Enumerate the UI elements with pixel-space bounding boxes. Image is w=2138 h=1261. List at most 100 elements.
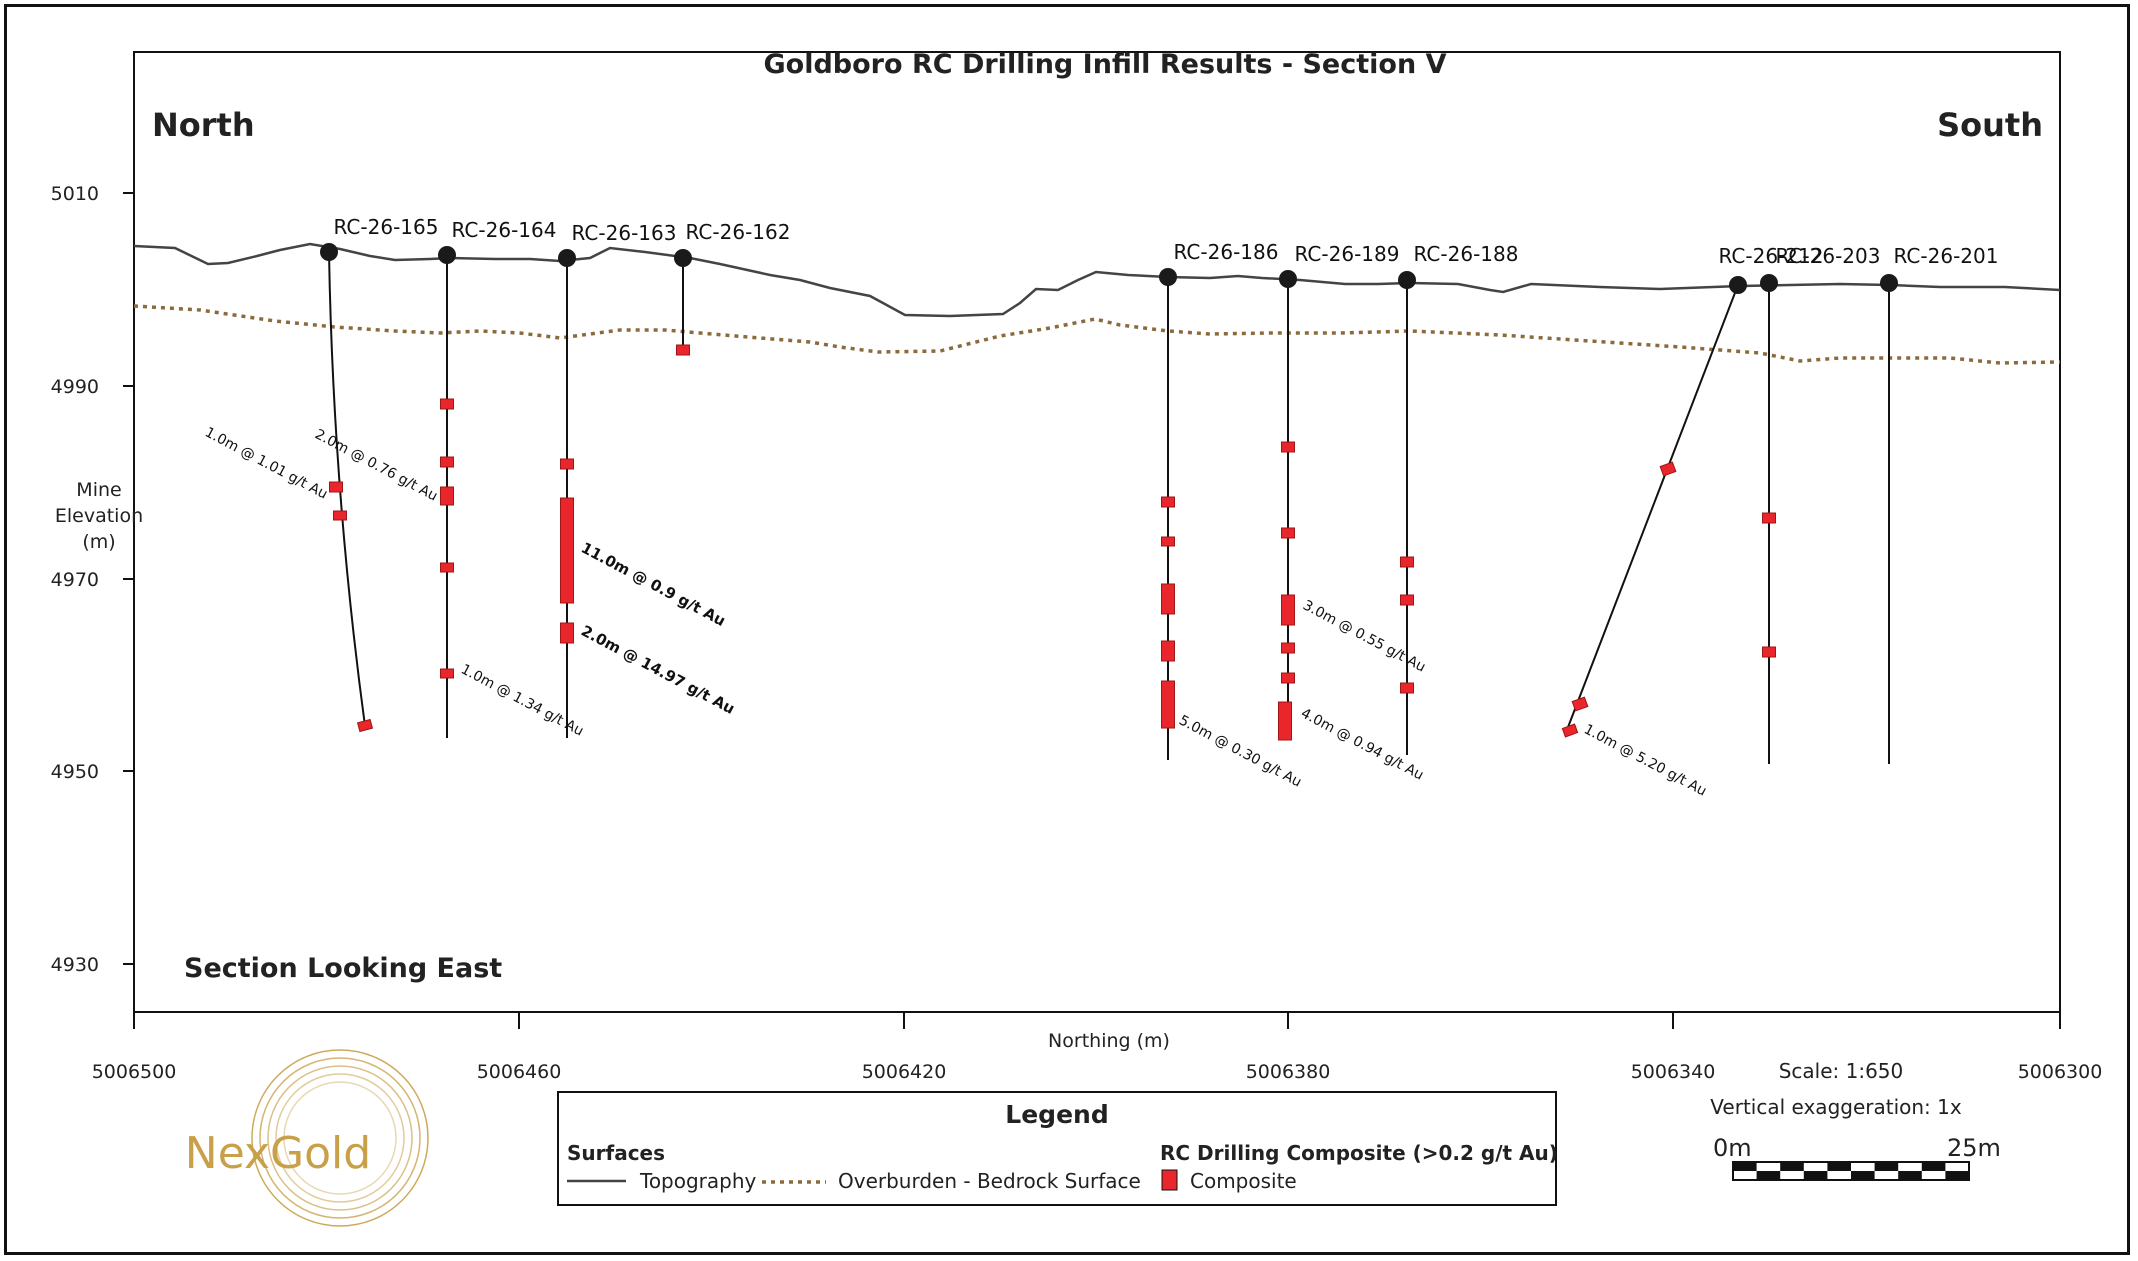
y-axis-label-line-2: Elevation <box>55 505 143 527</box>
overburden-bedrock-line <box>133 304 2061 365</box>
collar-marker <box>1729 276 1747 294</box>
scale-bar-segment <box>1898 1171 1922 1180</box>
collar-marker <box>558 249 576 267</box>
legend: Legend Surfaces Topography Overburden - … <box>557 1091 1558 1206</box>
composite-interval <box>1400 594 1414 606</box>
x-axis: 5006500 5006460 5006420 5006380 5006340 50063… <box>92 1012 2103 1083</box>
composite-interval <box>1278 701 1292 741</box>
scale-block: Scale: 1:650 Vertical exaggeration: 1x 0… <box>1710 1059 2001 1181</box>
south-label: South <box>1937 106 2043 144</box>
scale-bar-segment <box>1945 1171 1969 1180</box>
logo-ring <box>251 1049 429 1227</box>
legend-overburden-label: Overburden - Bedrock Surface <box>838 1169 1141 1193</box>
composite-interval <box>1161 496 1175 508</box>
scale-bar-segment <box>1780 1162 1804 1171</box>
y-axis-label: Mine Elevation (m) <box>55 479 143 553</box>
hole-label: RC-26-203 <box>1776 244 1881 268</box>
chart-title: Goldboro RC Drilling Infill Results - Se… <box>764 49 1447 80</box>
composite-interval <box>560 622 574 644</box>
composite-interval <box>1659 461 1677 477</box>
collar-marker <box>1760 274 1778 292</box>
logo-text: NexGold <box>185 1128 371 1179</box>
collar-marker <box>1880 274 1898 292</box>
composite-interval <box>1400 682 1414 694</box>
topography-line <box>133 242 2061 318</box>
intercept-labels: 1.0m @ 1.01 g/t Au2.0m @ 0.76 g/t Au 1.0m… <box>202 424 1709 799</box>
composite-interval <box>329 481 343 493</box>
drill-trace <box>1564 284 1739 736</box>
logo-ring <box>259 1057 421 1219</box>
composite-interval <box>560 458 574 470</box>
composite-interval <box>1762 512 1776 524</box>
collar-marker <box>1159 268 1177 286</box>
hole-label: RC-26-164 <box>452 218 557 242</box>
vertical-exaggeration-text: Vertical exaggeration: 1x <box>1710 1095 1962 1119</box>
logo-rings <box>251 1049 429 1227</box>
nexgold-logo: NexGold <box>185 1049 429 1227</box>
y-tick-label: 4930 <box>51 954 99 976</box>
legend-topography-label: Topography <box>639 1169 757 1193</box>
x-tick-label: 5006420 <box>862 1061 947 1083</box>
composite-interval <box>1400 556 1414 568</box>
composite-interval <box>440 562 454 573</box>
hole-label: RC-26-165 <box>334 215 439 239</box>
composite-interval <box>1762 646 1776 658</box>
scale-bar <box>1732 1161 1970 1181</box>
y-axis-label-line-3: (m) <box>82 531 115 553</box>
scale-bar-end-label: 25m <box>1947 1134 2001 1162</box>
composite-interval <box>333 510 347 521</box>
scale-bar-segment <box>1756 1171 1781 1180</box>
y-tick-label: 4970 <box>51 569 99 591</box>
y-tick-label: 5010 <box>51 183 99 205</box>
intercept-label: 2.0m @ 0.76 g/t Au <box>312 426 440 504</box>
composite-interval <box>1561 723 1579 738</box>
composite-interval <box>1161 640 1175 662</box>
plot-frame <box>133 51 2061 1013</box>
legend-composite-heading: RC Drilling Composite (>0.2 g/t Au) <box>1160 1141 1558 1165</box>
composite-interval <box>1281 672 1295 684</box>
legend-composite-label: Composite <box>1190 1169 1297 1193</box>
scale-bar-segment <box>1921 1162 1946 1171</box>
composite-interval <box>356 718 374 733</box>
composite-interval <box>1161 680 1175 729</box>
scale-bar-segment <box>1803 1171 1828 1180</box>
composite-interval <box>440 668 454 679</box>
logo-ring <box>283 1081 397 1195</box>
composite-interval <box>1281 527 1295 539</box>
composite-interval <box>440 398 454 410</box>
legend-composite-swatch <box>1161 1169 1178 1191</box>
scale-bar-segment <box>1733 1162 1757 1171</box>
scale-bar-segment <box>1874 1162 1899 1171</box>
hole-label: RC-26-201 <box>1894 244 1999 268</box>
logo-ring <box>267 1065 413 1211</box>
hole-labels: RC-26-165 RC-26-164 RC-26-163 RC-26-162 RC-2… <box>334 215 1999 268</box>
x-tick-label: 5006460 <box>477 1061 562 1083</box>
north-label: North <box>152 106 255 144</box>
legend-title: Legend <box>1005 1100 1108 1129</box>
hole-label: RC-26-186 <box>1174 240 1279 264</box>
composites <box>329 344 1776 741</box>
y-axis-label-line-1: Mine <box>76 479 121 501</box>
scale-bar-segment <box>1851 1171 1875 1180</box>
x-tick-label: 5006300 <box>2018 1061 2103 1083</box>
hole-label: RC-26-189 <box>1295 242 1400 266</box>
x-tick-label: 5006340 <box>1631 1061 1716 1083</box>
intercept-label: 1.0m @ 1.01 g/t Au <box>202 424 330 502</box>
composite-interval <box>1281 441 1295 453</box>
y-axis: 5010 4990 4970 4950 4930 <box>51 183 134 976</box>
scale-bar-start-label: 0m <box>1713 1134 1752 1162</box>
collar-marker <box>438 246 456 264</box>
composite-interval <box>1571 696 1589 712</box>
intercept-label: 2.0m @ 14.97 g/t Au <box>578 622 738 718</box>
composite-interval <box>440 486 454 506</box>
hole-label: RC-26-162 <box>686 220 791 244</box>
scale-bar-segment <box>1827 1162 1851 1171</box>
collar-marker <box>1398 271 1416 289</box>
hole-label: RC-26-163 <box>572 221 677 245</box>
composite-interval <box>1161 536 1175 547</box>
collar-marker <box>674 249 692 267</box>
intercept-label: 1.0m @ 5.20 g/t Au <box>1581 721 1709 799</box>
x-tick-label: 5006380 <box>1246 1061 1331 1083</box>
scale-text: Scale: 1:650 <box>1779 1059 1904 1083</box>
